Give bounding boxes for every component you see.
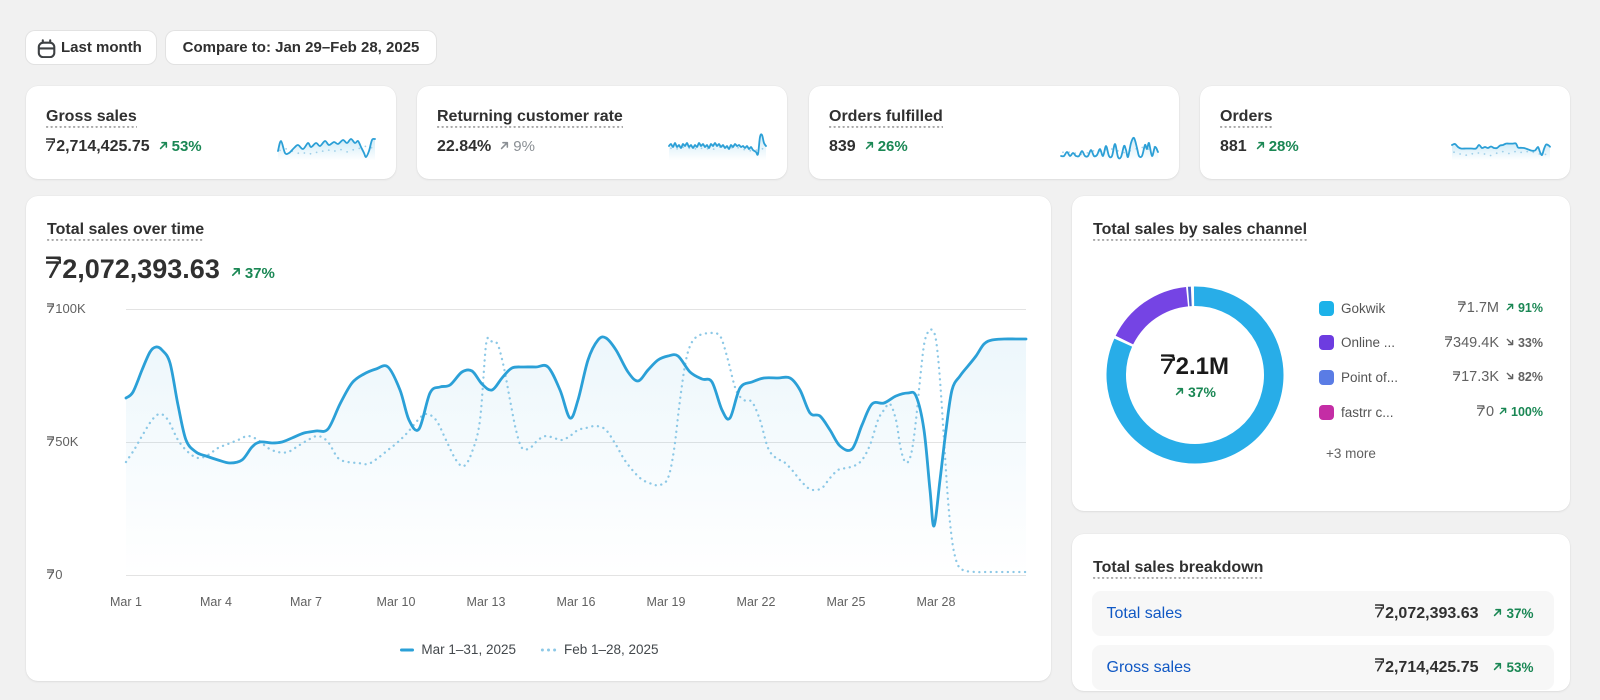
svg-text:Mar 28: Mar 28 (917, 595, 956, 609)
svg-text:Mar 4: Mar 4 (200, 595, 232, 609)
svg-text:Mar 1: Mar 1 (110, 595, 142, 609)
svg-text:Mar 19: Mar 19 (647, 595, 686, 609)
svg-text:Mar 13: Mar 13 (467, 595, 506, 609)
svg-text:Mar 22: Mar 22 (737, 595, 776, 609)
svg-text:Mar 10: Mar 10 (377, 595, 416, 609)
svg-text:Mar 7: Mar 7 (290, 595, 322, 609)
svg-text:Mar 16: Mar 16 (557, 595, 596, 609)
svg-text:Mar 25: Mar 25 (827, 595, 866, 609)
